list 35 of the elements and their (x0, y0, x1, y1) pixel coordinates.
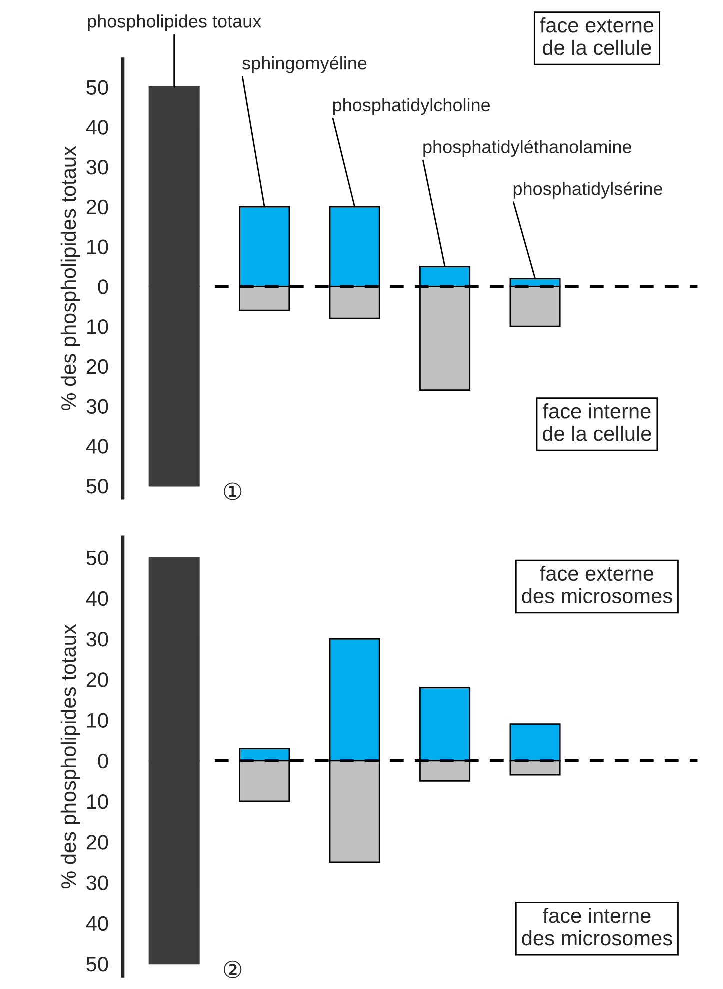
y-tick-label: 40 (86, 916, 108, 932)
y-tick-label: 50 (86, 956, 108, 972)
annotation: phosphatidyléthanolamine (424, 140, 632, 158)
y-tick-label: 50 (86, 479, 108, 494)
y-tick-label: 10 (87, 713, 108, 728)
y-tick-label: 20 (86, 200, 108, 215)
annotation: phosphatidylsérine (514, 182, 662, 199)
text: face externe de la cellule (540, 18, 654, 56)
y-axis-title: % des phospholipides totaux (60, 624, 80, 889)
y-tick-label: 30 (86, 160, 108, 175)
y-tick-label: 20 (86, 359, 108, 374)
y-tick-label: 40 (86, 120, 108, 135)
y-tick-label: 20 (86, 835, 108, 850)
y-tick-label: 10 (87, 794, 108, 810)
annotation: face interne de la cellule (543, 404, 652, 442)
y-tick-label: 0 (98, 280, 108, 294)
y-axis-title: % des phospholipides totaux (60, 146, 80, 411)
annotation: ① (224, 482, 242, 500)
y-tick-label: 30 (86, 399, 108, 414)
y-tick-label: 50 (86, 80, 108, 96)
y-tick-label: 40 (86, 591, 108, 606)
annotation: face externe des microsomes (522, 566, 672, 604)
y-tick-label: 10 (87, 240, 108, 255)
y-tick-label: 30 (86, 632, 108, 647)
y-tick-label: 20 (86, 672, 108, 688)
y-tick-label: 0 (98, 754, 108, 769)
text: phospholipides totaux (88, 14, 262, 32)
annotation: ② (224, 960, 242, 979)
y-tick-label: 10 (87, 320, 108, 334)
y-tick-label: 50 (86, 550, 108, 566)
y-tick-label: 30 (86, 876, 108, 890)
annotation: face interne des microsomes (522, 908, 672, 946)
annotation: sphingomyéline (242, 56, 367, 74)
annotation: phosphatidylcholine (333, 98, 490, 116)
y-tick-label: 40 (86, 439, 108, 454)
